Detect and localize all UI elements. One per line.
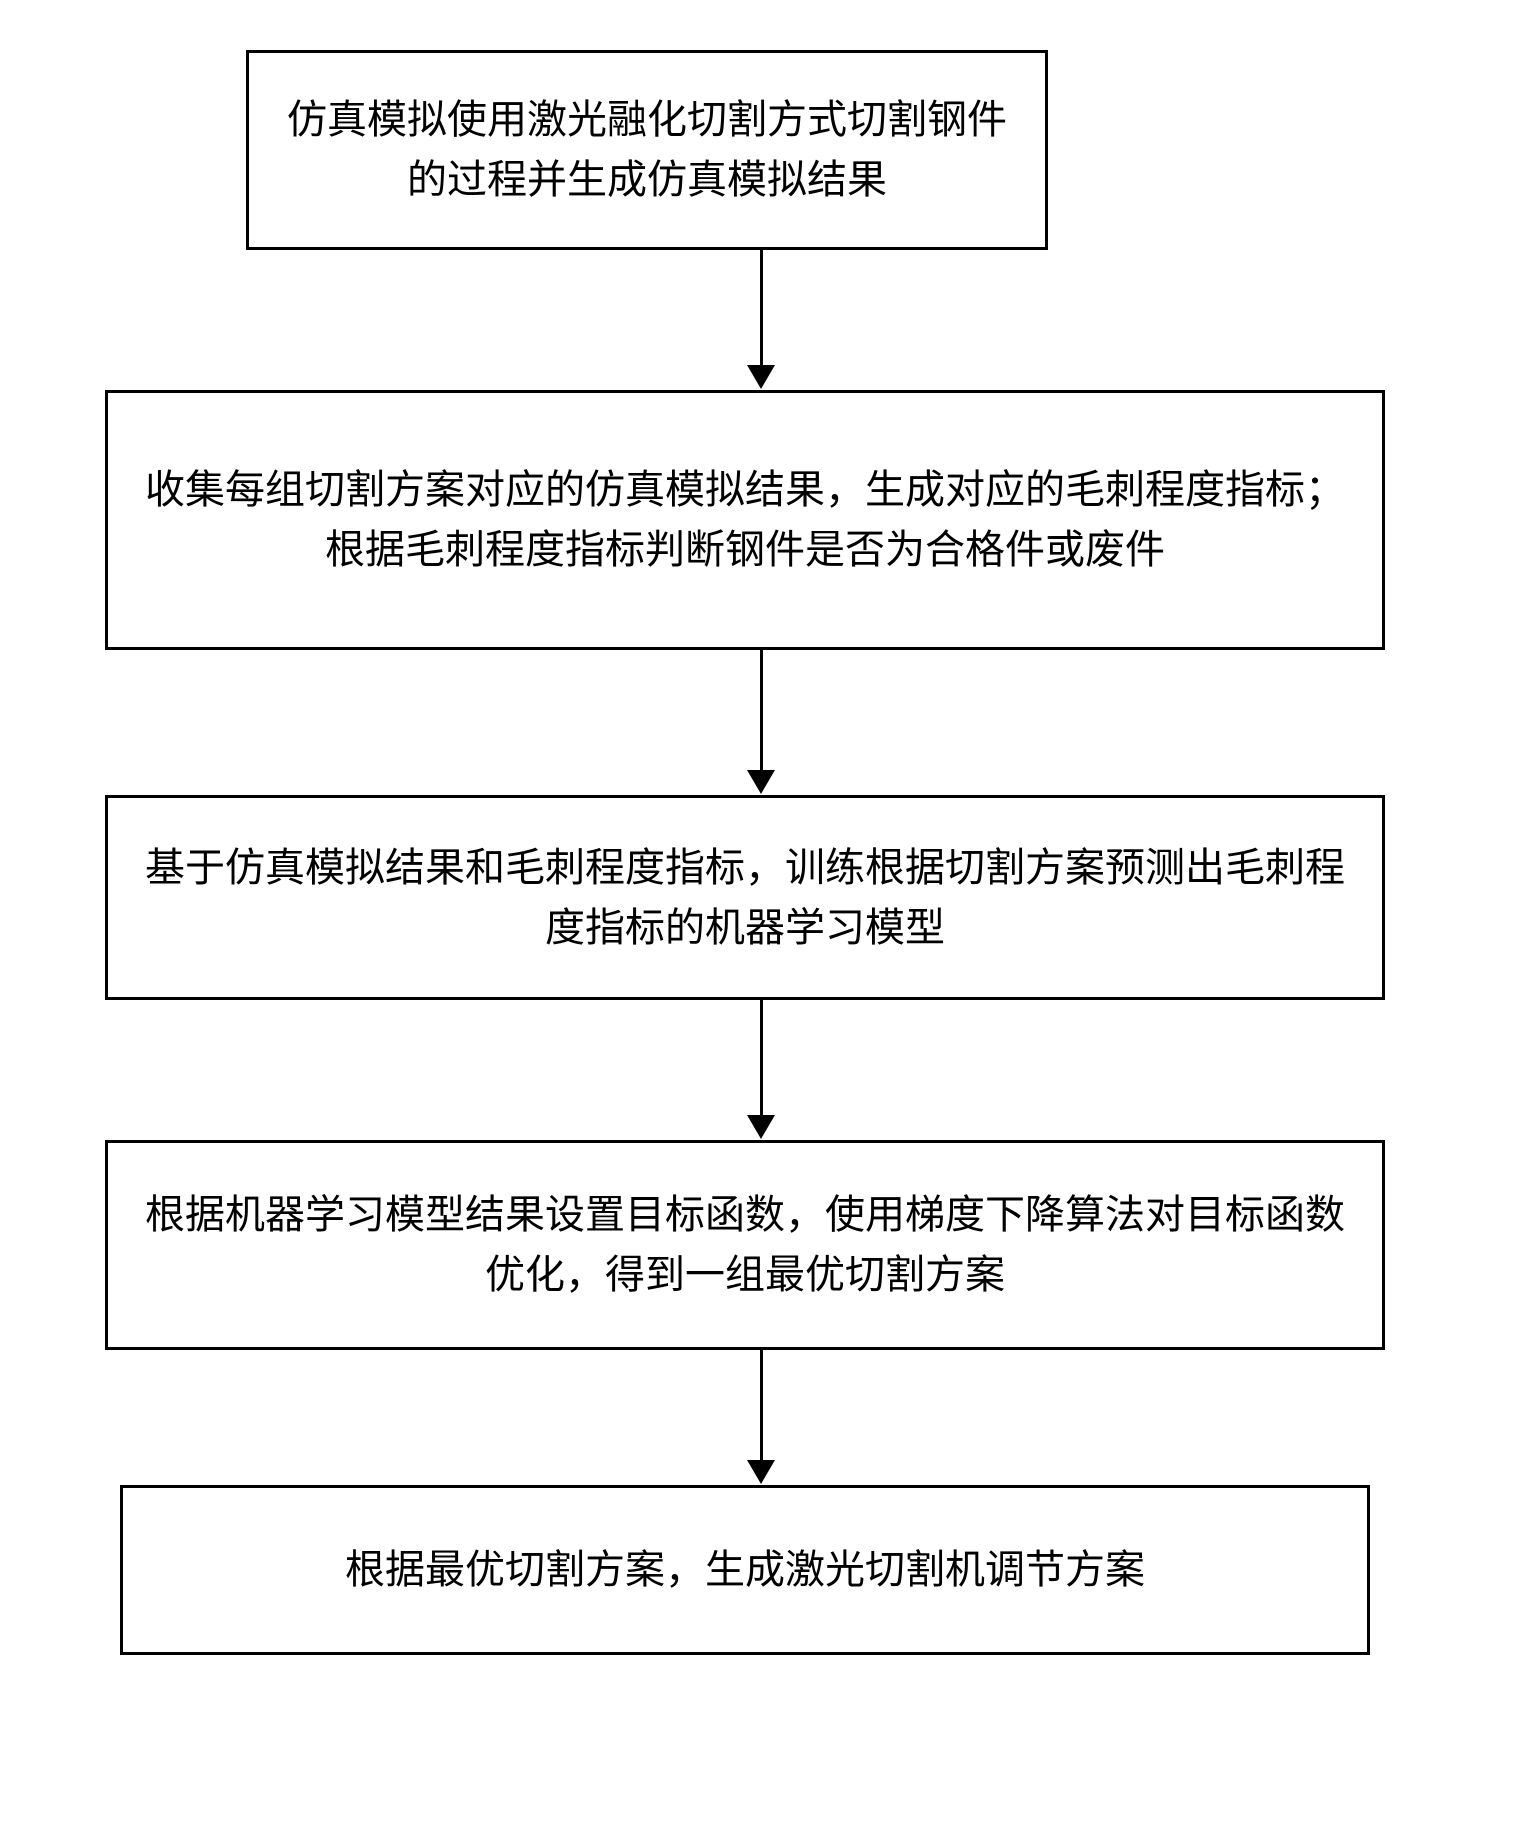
node-text: 仿真模拟使用激光融化切割方式切割钢件的过程并生成仿真模拟结果 [279, 90, 1015, 210]
arrow-line [760, 650, 763, 771]
flowchart-node-4: 根据机器学习模型结果设置目标函数，使用梯度下降算法对目标函数优化，得到一组最优切… [105, 1140, 1385, 1350]
flowchart-arrow-1 [747, 250, 775, 389]
arrow-head-icon [747, 1115, 775, 1139]
node-text: 收集每组切割方案对应的仿真模拟结果，生成对应的毛刺程度指标；根据毛刺程度指标判断… [138, 460, 1352, 580]
arrow-head-icon [747, 770, 775, 794]
flowchart-arrow-2 [747, 650, 775, 794]
arrow-line [760, 1350, 763, 1461]
flowchart-arrow-4 [747, 1350, 775, 1484]
arrow-line [760, 250, 763, 366]
flowchart-node-1: 仿真模拟使用激光融化切割方式切割钢件的过程并生成仿真模拟结果 [246, 50, 1048, 250]
flowchart-arrow-3 [747, 1000, 775, 1139]
flowchart-node-3: 基于仿真模拟结果和毛刺程度指标，训练根据切割方案预测出毛刺程度指标的机器学习模型 [105, 795, 1385, 1000]
arrow-head-icon [747, 365, 775, 389]
arrow-line [760, 1000, 763, 1116]
node-text: 基于仿真模拟结果和毛刺程度指标，训练根据切割方案预测出毛刺程度指标的机器学习模型 [138, 838, 1352, 958]
node-text: 根据机器学习模型结果设置目标函数，使用梯度下降算法对目标函数优化，得到一组最优切… [138, 1185, 1352, 1305]
flowchart-node-5: 根据最优切割方案，生成激光切割机调节方案 [120, 1485, 1370, 1655]
node-text: 根据最优切割方案，生成激光切割机调节方案 [345, 1540, 1145, 1600]
arrow-head-icon [747, 1460, 775, 1484]
flowchart-container: 仿真模拟使用激光融化切割方式切割钢件的过程并生成仿真模拟结果 收集每组切割方案对… [0, 0, 1522, 1832]
flowchart-node-2: 收集每组切割方案对应的仿真模拟结果，生成对应的毛刺程度指标；根据毛刺程度指标判断… [105, 390, 1385, 650]
